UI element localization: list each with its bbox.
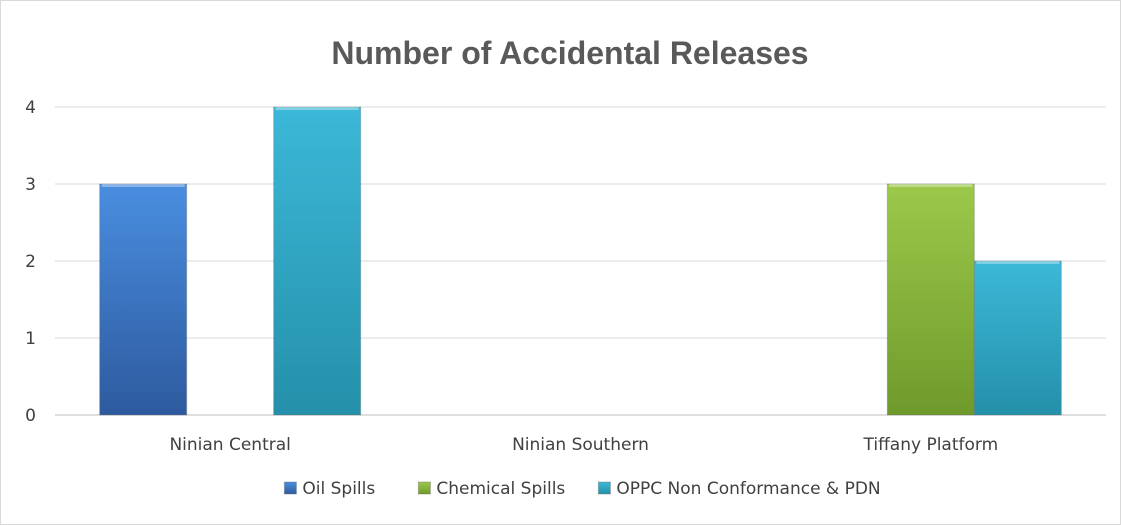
legend-label: Oil Spills [302,479,375,499]
bar [973,260,1062,416]
bars [99,106,1062,416]
category-label: Ninian Central [169,435,290,455]
y-tick-label: 4 [25,98,36,118]
bar [886,183,975,416]
y-tick-label: 1 [25,329,36,349]
y-tick-label: 0 [25,406,36,426]
legend: Oil Spills Chemical Spills OPPC Non Confor… [283,479,881,499]
bar-highlight [275,107,359,110]
y-axis-ticks: 0 1 2 3 4 [25,98,36,426]
legend-swatch [283,481,297,495]
bar-highlight [889,184,973,187]
bar-highlight [101,184,185,187]
y-tick-label: 3 [25,175,36,195]
bar [273,106,362,416]
bar-highlight [976,261,1060,264]
category-label: Ninian Southern [512,435,649,455]
x-axis-categories: Ninian Central Ninian Southern Tiffany Pla… [169,435,998,455]
category-label: Tiffany Platform [863,435,999,455]
legend-swatch [597,481,611,495]
bar [99,183,188,416]
legend-label: OPPC Non Conformance & PDN [616,479,880,499]
legend-label: Chemical Spills [436,479,565,499]
y-tick-label: 2 [25,252,36,272]
legend-swatch [417,481,431,495]
chart-title: Number of Accidental Releases [331,35,808,71]
